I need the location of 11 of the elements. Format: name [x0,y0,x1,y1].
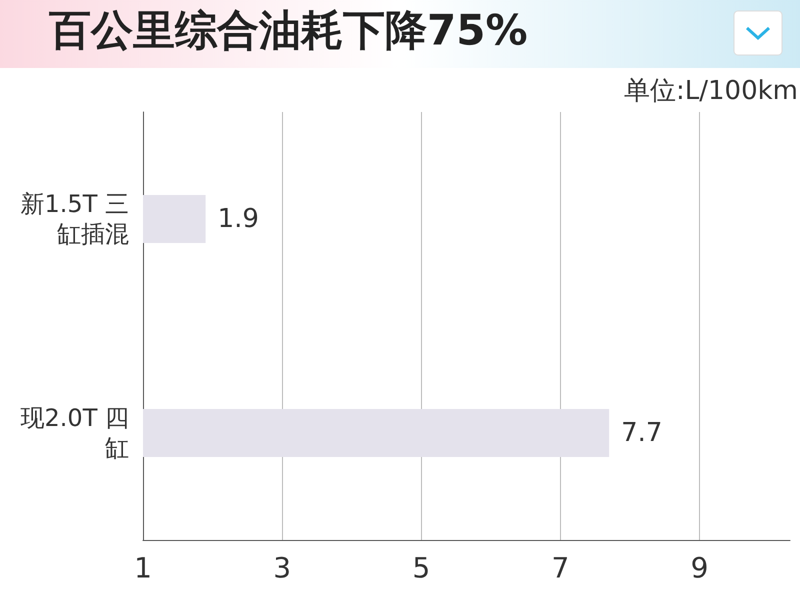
y-tick-label: 现2.0T 四缸 [20,404,129,462]
x-tick-label: 5 [412,552,430,584]
x-tick-label: 3 [273,552,292,584]
x-tick-label: 7 [552,552,570,584]
chart-title: 百公里综合油耗下降75% [48,6,528,54]
data-label: 7.7 [621,418,662,448]
data-label: 1.9 [218,204,259,234]
x-tick-label: 1 [134,552,152,584]
x-tick-label: 9 [690,552,708,584]
y-tick-label: 新1.5T 三缸插混 [20,190,129,248]
text: 单位:L/100km [624,76,798,106]
